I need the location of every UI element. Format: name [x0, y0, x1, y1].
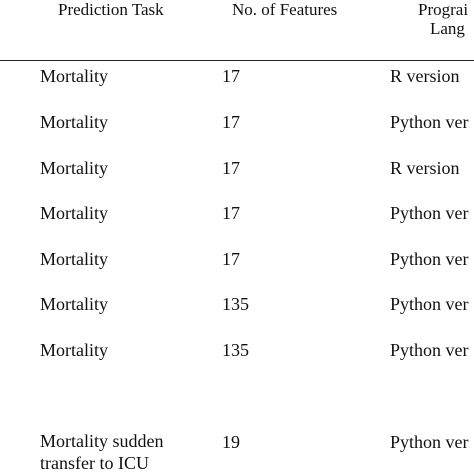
header-programming-language-line1: Prograi: [418, 0, 469, 19]
header-divider: [0, 60, 474, 61]
features-cell: 17: [222, 249, 240, 269]
table-row: I Mortality 17 Python ver: [0, 111, 474, 151]
language-cell: Python ver: [390, 249, 469, 269]
header-no-of-features: No. of Features: [232, 0, 338, 19]
table-row: g Mortality 17 Python ver: [0, 248, 474, 288]
table-row: Mortality 17 R version: [0, 157, 474, 197]
language-cell: R version: [390, 158, 460, 178]
language-cell: Python ver: [390, 340, 469, 360]
features-cell: 17: [222, 66, 240, 86]
prediction-task-cell: Mortality: [40, 66, 108, 86]
table-row: g: [0, 384, 474, 424]
language-cell: Python ver: [390, 112, 469, 132]
language-cell: Python ver: [390, 203, 469, 223]
prediction-task-cell: Mortality: [40, 249, 108, 269]
header-programming-language-line2: Lang: [430, 19, 465, 38]
table-row: Mortality 17 Python ver: [0, 202, 474, 242]
language-cell: Python ver: [390, 294, 469, 314]
features-cell: 17: [222, 158, 240, 178]
language-cell: R version: [390, 66, 460, 86]
table-row: g Mortality 135 Python ver: [0, 293, 474, 333]
prediction-task-cell: Mortality: [40, 203, 108, 223]
table-row: Mortality sudden transfer to ICU 19 Pyth…: [0, 430, 474, 474]
features-cell: 135: [222, 294, 249, 314]
language-cell: Python ver: [390, 432, 469, 452]
features-cell: 17: [222, 112, 240, 132]
features-cell: 19: [222, 432, 240, 452]
features-cell: 135: [222, 340, 249, 360]
prediction-task-cell-line2: transfer to ICU: [40, 453, 149, 473]
features-cell: 17: [222, 203, 240, 223]
table-row: g Mortality 135 Python ver: [0, 339, 474, 379]
prediction-task-cell-line1: Mortality sudden: [40, 431, 164, 451]
table-row: I Mortality 17 R version: [0, 65, 474, 105]
prediction-task-cell: Mortality: [40, 294, 108, 314]
prediction-task-cell: Mortality: [40, 340, 108, 360]
prediction-task-cell: Mortality: [40, 158, 108, 178]
header-prediction-task: Prediction Task: [58, 0, 164, 19]
prediction-task-cell: Mortality: [40, 112, 108, 132]
